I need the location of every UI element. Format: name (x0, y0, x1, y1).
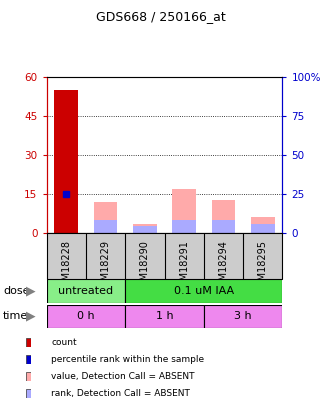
Text: GSM18291: GSM18291 (179, 240, 189, 293)
Bar (251, 217, 275, 233)
Bar (212, 200, 235, 233)
Text: time: time (3, 311, 29, 321)
Bar (251, 224, 275, 233)
Text: GSM18229: GSM18229 (100, 240, 110, 293)
Text: GDS668 / 250166_at: GDS668 / 250166_at (96, 10, 225, 23)
Bar (94, 220, 117, 233)
Text: GSM18295: GSM18295 (258, 240, 268, 293)
Bar (204, 305, 282, 328)
Bar (47, 305, 125, 328)
Text: ▶: ▶ (26, 310, 35, 323)
Bar (47, 279, 125, 303)
Bar (54, 90, 78, 233)
Text: GSM18228: GSM18228 (61, 240, 71, 293)
Text: untreated: untreated (58, 286, 113, 296)
Text: 0 h: 0 h (77, 311, 95, 321)
Text: 0.1 uM IAA: 0.1 uM IAA (174, 286, 234, 296)
Text: percentile rank within the sample: percentile rank within the sample (51, 355, 204, 364)
Text: GSM18290: GSM18290 (140, 240, 150, 293)
Bar (172, 189, 196, 233)
Bar (212, 220, 235, 233)
Text: 3 h: 3 h (234, 311, 252, 321)
Text: GSM18294: GSM18294 (219, 240, 229, 293)
Text: ▶: ▶ (26, 285, 35, 298)
Bar (172, 220, 196, 233)
Bar (133, 226, 157, 233)
Text: value, Detection Call = ABSENT: value, Detection Call = ABSENT (51, 372, 195, 381)
Bar (125, 305, 204, 328)
Text: dose: dose (3, 286, 30, 296)
Bar (94, 202, 117, 233)
Text: count: count (51, 338, 77, 347)
Bar (133, 224, 157, 233)
Bar (125, 279, 282, 303)
Text: 1 h: 1 h (156, 311, 173, 321)
Text: rank, Detection Call = ABSENT: rank, Detection Call = ABSENT (51, 389, 190, 398)
